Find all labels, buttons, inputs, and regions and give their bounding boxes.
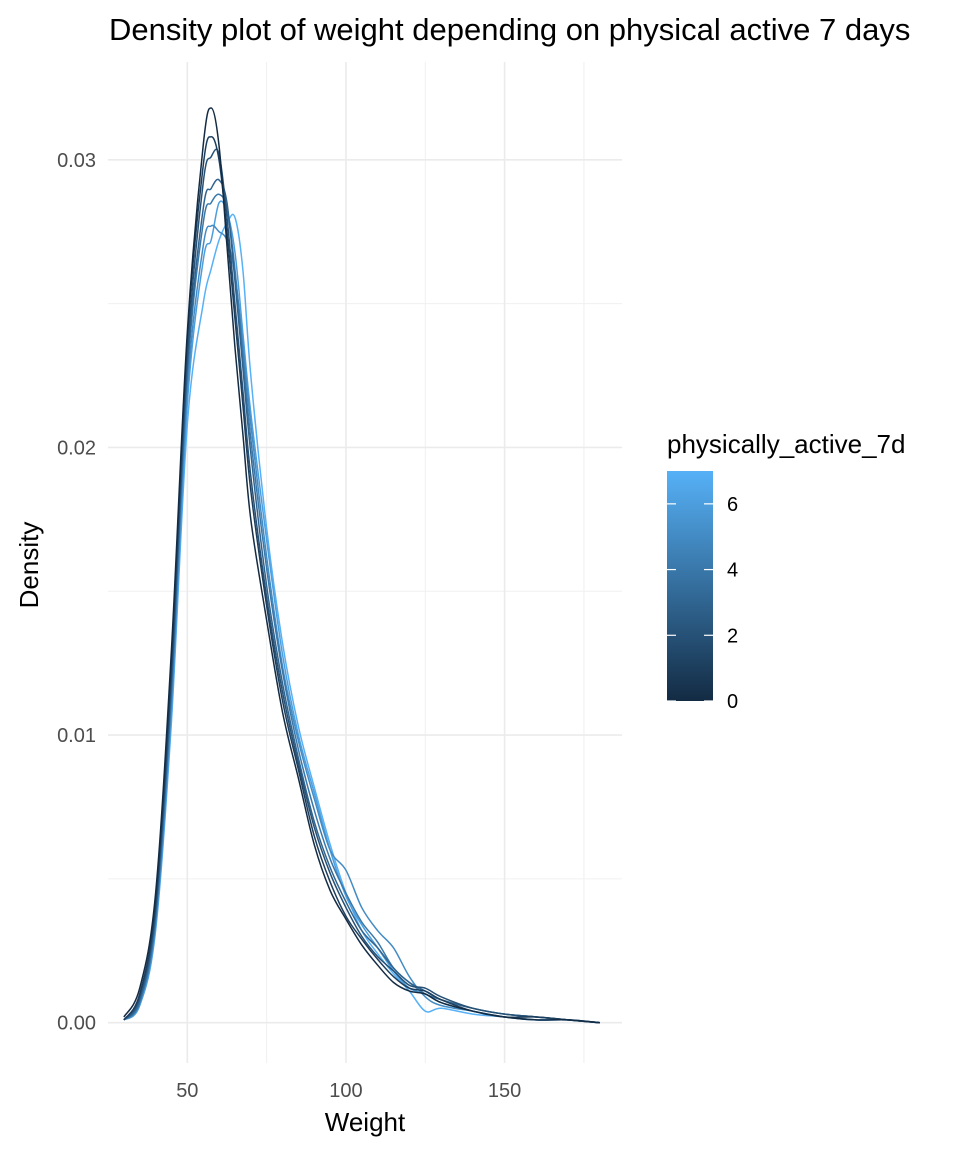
x-axis-title: Weight [325, 1107, 406, 1137]
density-line-active-0 [123, 107, 600, 1024]
x-tick-label: 100 [329, 1080, 362, 1102]
legend-tick-label: 6 [727, 494, 738, 516]
legend-tick-label: 0 [727, 691, 738, 713]
y-tick-label: 0.01 [57, 725, 96, 747]
legend-tick-label: 4 [727, 560, 738, 582]
y-tick-label: 0.00 [57, 1013, 96, 1035]
y-tick-label: 0.02 [57, 437, 96, 459]
y-axis-title: Density [14, 522, 44, 609]
series-layer [123, 107, 600, 1024]
density-line-active-7 [123, 213, 600, 1024]
chart-title: Density plot of weight depending on phys… [109, 12, 910, 47]
axis-layer: 50 100 150 0.00 0.01 0.02 0.03 [57, 150, 521, 1102]
legend-tick-label: 2 [727, 625, 738, 647]
y-tick-label: 0.03 [57, 150, 96, 172]
x-tick-label: 50 [176, 1080, 198, 1102]
x-tick-label: 150 [488, 1080, 521, 1102]
legend: physically_active_7d 0 2 4 6 [667, 429, 905, 713]
density-line-active-5 [123, 224, 600, 1024]
legend-colorbar [667, 471, 713, 701]
legend-title: physically_active_7d [667, 429, 905, 459]
density-line-active-6 [123, 200, 600, 1024]
